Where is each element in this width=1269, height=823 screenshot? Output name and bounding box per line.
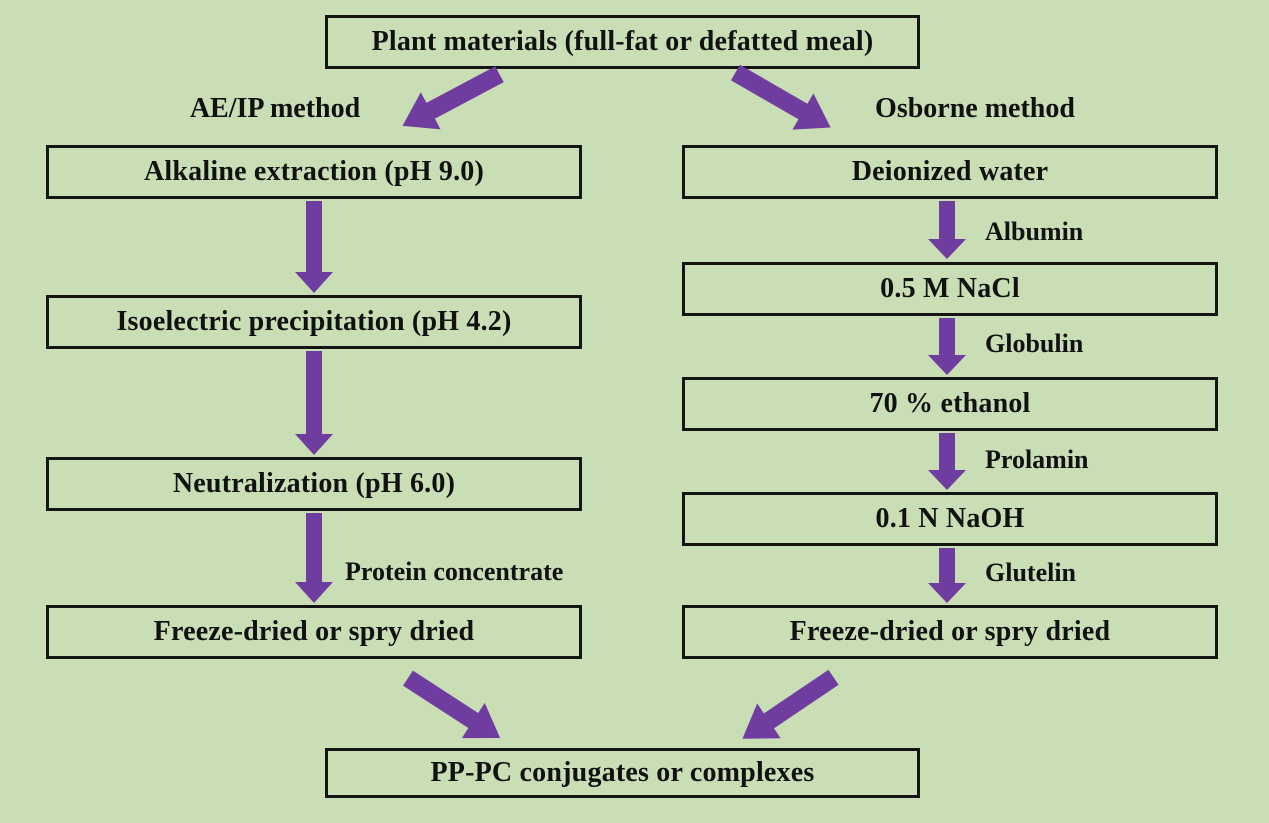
neutralization-box: Neutralization (pH 6.0)	[46, 457, 582, 511]
arrow-down-icon	[295, 351, 333, 455]
plant-materials-box: Plant materials (full-fat or defatted me…	[325, 15, 920, 69]
arrow-merge-right-icon	[742, 669, 839, 739]
arrow-down-icon	[295, 513, 333, 603]
freeze-dried-left-box: Freeze-dried or spry dried	[46, 605, 582, 659]
arrow-down-icon	[928, 433, 966, 490]
deionized-water-box: Deionized water	[682, 145, 1218, 199]
nacl-box: 0.5 M NaCl	[682, 262, 1218, 316]
globulin-label: Globulin	[985, 329, 1084, 358]
arrow-merge-left-icon	[402, 670, 501, 739]
freeze-dried-right-box: Freeze-dried or spry dried	[682, 605, 1218, 659]
osborne-method-label: Osborne method	[875, 93, 1075, 124]
ethanol-box: 70 % ethanol	[682, 377, 1218, 431]
isoelectric-precipitation-box: Isoelectric precipitation (pH 4.2)	[46, 295, 582, 349]
albumin-label: Albumin	[985, 217, 1084, 246]
prolamin-label: Prolamin	[985, 445, 1089, 474]
alkaline-extraction-box: Alkaline extraction (pH 9.0)	[46, 145, 582, 199]
protein-concentrate-label: Protein concentrate	[345, 557, 564, 586]
arrow-down-icon	[928, 318, 966, 375]
arrow-down-icon	[928, 201, 966, 259]
arrow-down-icon	[928, 548, 966, 603]
glutelin-label: Glutelin	[985, 558, 1077, 587]
naoh-box: 0.1 N NaOH	[682, 492, 1218, 546]
arrow-down-icon	[295, 201, 333, 293]
arrow-split-left-icon	[402, 66, 504, 130]
pp-pc-conjugates-box: PP-PC conjugates or complexes	[325, 748, 920, 798]
aeip-method-label: AE/IP method	[189, 93, 361, 124]
arrow-split-right-icon	[730, 64, 831, 130]
